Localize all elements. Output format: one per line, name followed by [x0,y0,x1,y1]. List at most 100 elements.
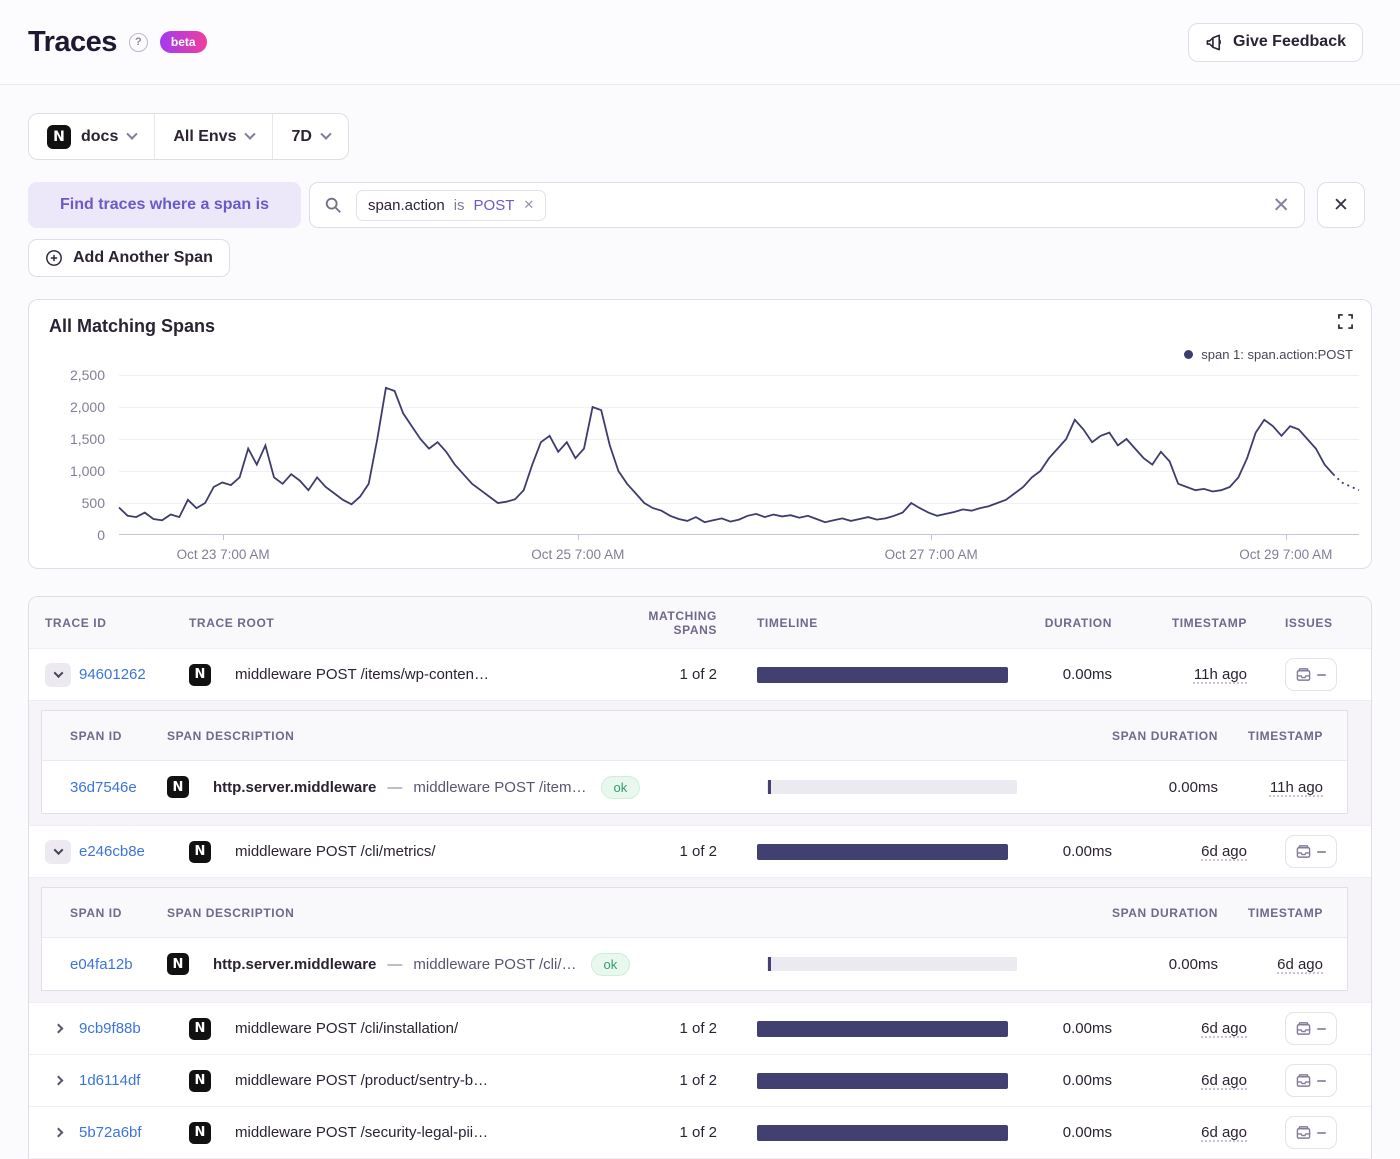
no-issues-dash [1317,851,1326,853]
span-timeline-tick [768,780,771,794]
chevron-down-icon [53,668,63,678]
trace-root-text: middleware POST /security-legal-pii… [235,1124,488,1141]
expanded-spans-section: SPAN ID SPAN DESCRIPTION SPAN DURATION T… [29,878,1371,1003]
trace-timestamp: 6d ago [1201,843,1247,860]
trace-id-link[interactable]: 1d6114df [79,1072,140,1089]
trace-id-link[interactable]: 5b72a6bf [79,1124,142,1141]
all-matching-spans-chart-panel: All Matching Spans span 1: span.action:P… [28,299,1372,569]
chart-legend[interactable]: span 1: span.action:POST [1184,347,1353,362]
col-timestamp: TIMESTAMP [1112,616,1253,630]
page-filter-bar: N docs All Envs 7D [28,113,349,160]
issues-button[interactable] [1285,1064,1337,1097]
col-span-duration: SPAN DURATION [1017,906,1218,920]
no-issues-dash [1317,674,1326,676]
date-range-filter[interactable]: 7D [272,114,347,159]
span-timeline-track [767,957,1017,971]
no-issues-dash [1317,1028,1326,1030]
span-header-row: SPAN ID SPAN DESCRIPTION SPAN DURATION T… [42,711,1347,761]
environment-filter[interactable]: All Envs [154,114,272,159]
col-span-id: SPAN ID [42,729,167,743]
col-span-description: SPAN DESCRIPTION [167,906,767,920]
search-filter-token[interactable]: span.action is POST ✕ [356,190,546,221]
span-status-badge: ok [591,953,631,976]
add-another-span-button[interactable]: Add Another Span [28,239,230,277]
collapse-row-button[interactable] [45,840,71,864]
fullscreen-icon[interactable] [1338,314,1353,329]
page-header: Traces ? beta Give Feedback [0,0,1400,85]
spans-line-chart [119,375,1359,535]
trace-id-link[interactable]: e246cb8e [79,843,145,860]
nextjs-platform-icon: N [189,1122,211,1144]
issues-button[interactable] [1285,658,1337,691]
nextjs-project-icon: N [47,125,71,149]
chevron-right-icon [53,1076,63,1086]
span-header-row: SPAN ID SPAN DESCRIPTION SPAN DURATION T… [42,888,1347,938]
col-span-description: SPAN DESCRIPTION [167,729,767,743]
nextjs-platform-icon: N [167,776,189,798]
x-axis-tick [578,534,579,540]
no-issues-dash [1317,1080,1326,1082]
chevron-down-icon [127,128,138,139]
trace-duration: 0.00ms [1008,1072,1112,1089]
expanded-spans-section: SPAN ID SPAN DESCRIPTION SPAN DURATION T… [29,701,1371,826]
trace-row: e246cb8e N middleware POST /cli/metrics/… [29,826,1371,878]
trace-row: 9cb9f88b N middleware POST /cli/installa… [29,1003,1371,1055]
trace-duration: 0.00ms [1008,1020,1112,1037]
nextjs-platform-icon: N [167,953,189,975]
trace-id-link[interactable]: 94601262 [79,666,146,683]
table-header-row: TRACE ID TRACE ROOT MATCHING SPANS TIMEL… [29,597,1371,649]
expand-row-button[interactable] [45,1129,71,1136]
col-span-id: SPAN ID [42,906,167,920]
separator: — [387,956,402,973]
chevron-right-icon [53,1128,63,1138]
trace-duration: 0.00ms [1008,1124,1112,1141]
trace-row: 5b72a6bf N middleware POST /security-leg… [29,1107,1371,1159]
span-description: middleware POST /cli/… [413,956,576,973]
issues-stack-icon [1296,667,1311,682]
expand-row-button[interactable] [45,1077,71,1084]
remove-span-condition-button[interactable]: ✕ [1317,182,1365,228]
timeline-bar [757,667,1008,683]
trace-row: 1d6114df N middleware POST /product/sent… [29,1055,1371,1107]
issues-button[interactable] [1285,1012,1337,1045]
trace-duration: 0.00ms [1008,843,1112,860]
chart-title: All Matching Spans [49,316,1371,337]
y-axis-labels: 2,500 2,000 1,500 1,000 500 0 [49,375,111,535]
chevron-down-icon [245,128,256,139]
span-timeline-track [767,780,1017,794]
matching-spans-count: 1 of 2 [647,843,757,860]
give-feedback-button[interactable]: Give Feedback [1188,23,1363,62]
span-search-box[interactable]: span.action is POST ✕ ✕ [309,182,1305,228]
clear-search-icon[interactable]: ✕ [1272,195,1290,216]
issues-stack-icon [1296,1073,1311,1088]
col-span-timestamp: TIMESTAMP [1218,729,1347,743]
issues-button[interactable] [1285,835,1337,868]
trace-row: 94601262 N middleware POST /items/wp-con… [29,649,1371,701]
col-trace-id: TRACE ID [29,616,189,630]
span-timestamp: 11h ago [1270,779,1323,796]
collapse-row-button[interactable] [45,663,71,687]
span-id-link[interactable]: e04fa12b [70,956,133,973]
help-icon[interactable]: ? [129,33,148,52]
col-issues: ISSUES [1253,616,1371,630]
project-filter[interactable]: N docs [29,114,154,159]
col-span-duration: SPAN DURATION [1017,729,1218,743]
megaphone-icon [1205,33,1224,52]
trace-id-link[interactable]: 9cb9f88b [79,1020,141,1037]
trace-root-text: middleware POST /cli/metrics/ [235,843,436,860]
span-id-link[interactable]: 36d7546e [70,779,137,796]
issues-button[interactable] [1285,1116,1337,1149]
issues-stack-icon [1296,1021,1311,1036]
page-title: Traces [28,26,117,59]
chart-canvas[interactable] [119,375,1359,535]
span-row: 36d7546e N http.server.middleware — midd… [42,761,1347,813]
remove-token-icon[interactable]: ✕ [523,197,534,213]
expand-row-button[interactable] [45,1025,71,1032]
trace-root-text: middleware POST /items/wp-conten… [235,666,489,683]
col-span-timestamp: TIMESTAMP [1218,906,1347,920]
issues-stack-icon [1296,1125,1311,1140]
search-input[interactable] [554,183,1272,227]
beta-badge: beta [160,31,207,53]
col-trace-root: TRACE ROOT [189,616,647,630]
chevron-right-icon [53,1024,63,1034]
